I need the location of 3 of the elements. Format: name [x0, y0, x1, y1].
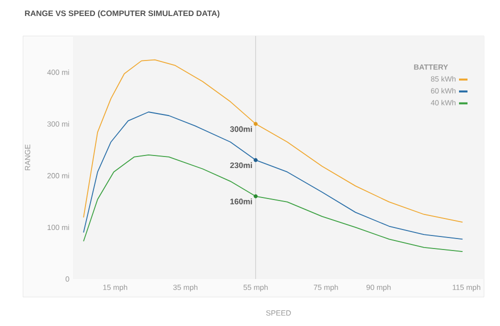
line-series	[83, 59, 464, 223]
line-series	[83, 154, 464, 252]
line-series	[83, 112, 464, 240]
